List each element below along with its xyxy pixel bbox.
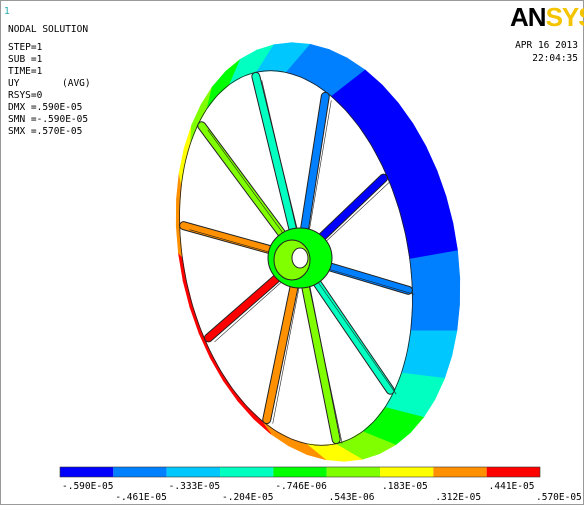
legend-band	[220, 467, 273, 477]
info-line: SMX =.570E-05	[8, 126, 82, 137]
info-line: SUB =1	[8, 54, 43, 65]
legend-label: .570E-05	[536, 492, 582, 503]
date: APR 16 2013	[515, 40, 578, 51]
info-line: DMX =.590E-05	[8, 102, 82, 113]
legend-label: -.590E-05	[62, 481, 113, 492]
legend-band	[113, 467, 166, 477]
legend-band	[433, 467, 486, 477]
legend-label: .441E-05	[489, 481, 535, 492]
legend-band	[487, 467, 540, 477]
legend-band	[327, 467, 380, 477]
legend-label: .312E-05	[435, 492, 481, 503]
legend-label: .543E-06	[329, 492, 375, 503]
legend-label: -.204E-05	[222, 492, 273, 503]
rim-segment	[411, 305, 460, 331]
info-line: RSYS=0	[8, 90, 43, 101]
plot-title: NODAL SOLUTION	[8, 24, 88, 35]
logo-accent: SYS	[546, 2, 584, 32]
time: 22:04:35	[532, 53, 578, 64]
legend-band	[167, 467, 220, 477]
info-line: STEP=1	[8, 42, 43, 53]
average: (AVG)	[62, 78, 91, 89]
legend-band	[273, 467, 326, 477]
legend-label: -.746E-06	[275, 481, 327, 492]
rim-segment	[407, 331, 457, 356]
legend-band	[380, 467, 433, 477]
legend-label: -.461E-05	[115, 492, 166, 503]
ansys-window: 1 NODAL SOLUTION STEP=1SUB =1TIME=1UY (AV…	[0, 0, 584, 505]
legend-label: -.333E-05	[169, 481, 220, 492]
quantity: UY	[8, 78, 20, 89]
window-number: 1	[4, 6, 10, 17]
hub-bore	[292, 248, 308, 268]
logo-dark: AN	[510, 2, 546, 32]
legend-label: .183E-05	[382, 481, 428, 492]
legend-band	[60, 467, 113, 477]
info-line: TIME=1	[8, 66, 43, 77]
info-line: SMN =-.590E-05	[8, 114, 88, 125]
logo: ANSYS	[510, 2, 584, 32]
